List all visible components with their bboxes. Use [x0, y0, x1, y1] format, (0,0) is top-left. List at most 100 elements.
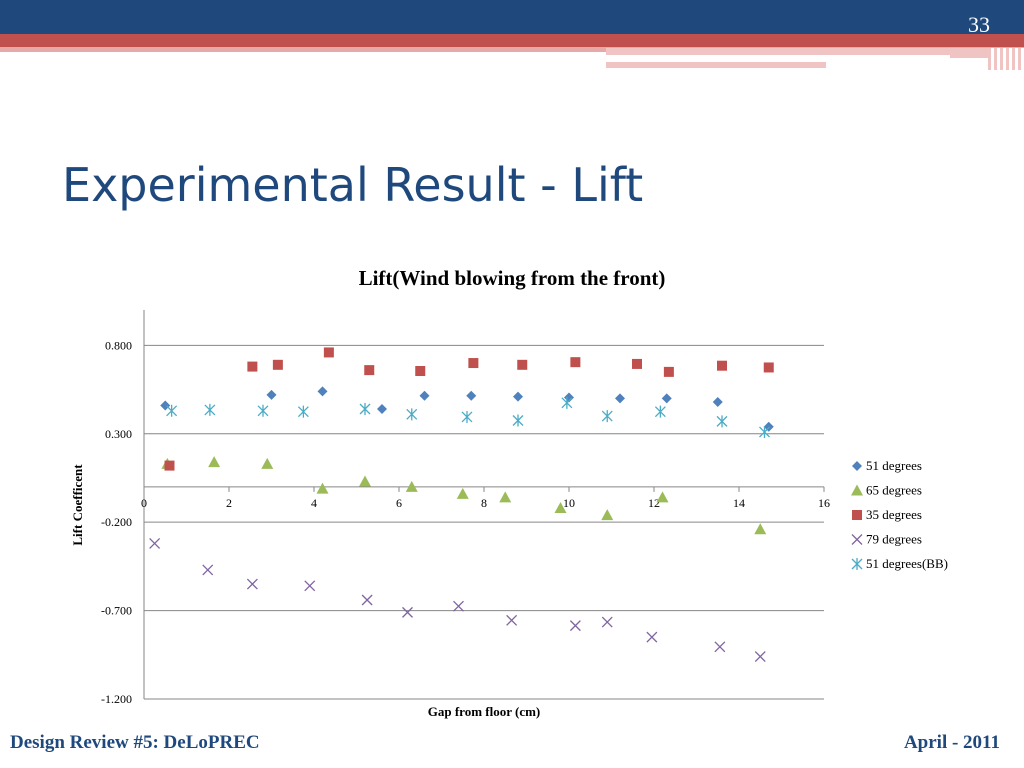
data-point [712, 396, 723, 407]
chart-title: Lift(Wind blowing from the front) [359, 266, 666, 290]
x-tick-label: 6 [396, 496, 402, 510]
data-point [654, 405, 666, 418]
y-tick-label: -0.700 [101, 604, 132, 618]
top-accent-vertical-stripes [988, 48, 1024, 70]
data-point [661, 393, 672, 404]
data-point [359, 475, 371, 487]
legend-label: 35 degrees [866, 507, 922, 522]
data-point [415, 366, 426, 377]
legend-label: 51 degrees [866, 458, 922, 473]
data-point [204, 403, 216, 416]
legend-label: 51 degrees(BB) [866, 556, 948, 571]
data-point [316, 482, 329, 494]
top-accent-stripe [0, 47, 1024, 52]
data-point [468, 358, 479, 369]
x-tick-label: 12 [648, 496, 660, 510]
data-point [261, 457, 274, 469]
legend-label: 65 degrees [866, 483, 922, 498]
data-point [763, 362, 774, 373]
data-point [754, 523, 767, 535]
chart-axes: 0.800 0.300 -0.200 -0.700 -1.200 0 2 4 6 8 10 12 14 1… [101, 310, 830, 706]
data-point [632, 358, 642, 369]
data-point [405, 480, 418, 492]
x-axis-label: Gap from floor (cm) [428, 704, 541, 719]
data-point [461, 410, 473, 423]
top-banner [0, 0, 1024, 34]
data-point [160, 400, 171, 411]
data-point [561, 396, 573, 409]
data-point [359, 403, 371, 416]
data-point [456, 487, 469, 499]
legend-marker [852, 461, 862, 471]
data-point [569, 620, 581, 632]
data-point [297, 405, 309, 418]
footer-date: April - 2011 [903, 732, 1000, 753]
data-point [208, 456, 221, 468]
data-point [247, 361, 258, 372]
data-point [406, 408, 418, 421]
data-point [512, 414, 524, 427]
data-point [601, 509, 614, 521]
data-point [166, 404, 178, 417]
data-point [499, 491, 512, 503]
data-point [257, 404, 269, 417]
chart-points [149, 347, 774, 663]
data-point [266, 389, 277, 400]
data-point [364, 365, 375, 376]
data-point [304, 580, 316, 592]
data-point [517, 359, 528, 370]
legend-marker [851, 484, 863, 496]
x-tick-label: 0 [141, 496, 147, 510]
data-point [754, 651, 766, 663]
x-tick-label: 10 [563, 496, 575, 510]
data-point [615, 393, 625, 404]
data-point [466, 390, 477, 401]
data-point [714, 641, 726, 653]
data-point [759, 426, 770, 439]
legend-marker [851, 534, 863, 545]
data-point [323, 347, 334, 358]
y-tick-label: 0.300 [105, 427, 132, 441]
footer-presentation-title: Design Review #5: DeLoPREC [10, 732, 260, 753]
data-point [361, 594, 373, 606]
data-point [601, 616, 613, 628]
x-tick-label: 4 [311, 496, 317, 510]
data-point [419, 390, 430, 401]
x-tick-label: 16 [818, 496, 830, 510]
data-point [763, 421, 774, 432]
x-tick-label: 14 [733, 496, 745, 510]
slide-title: Experimental Result - Lift [62, 158, 644, 212]
y-axis-label: Lift Coefficent [70, 464, 85, 546]
data-point [513, 391, 523, 402]
data-point [716, 415, 728, 428]
data-point [663, 366, 674, 377]
y-tick-label: 0.800 [105, 338, 132, 352]
y-tick-label: -1.200 [101, 692, 132, 706]
data-point [402, 606, 413, 618]
data-point [554, 502, 567, 514]
legend-label: 79 degrees [866, 532, 922, 547]
y-tick-label: -0.200 [101, 515, 132, 529]
top-accent-stripe-short [606, 62, 826, 68]
data-point [317, 386, 328, 397]
chart-gridlines [144, 344, 824, 700]
data-point [453, 600, 464, 612]
data-point [601, 410, 613, 423]
data-point [506, 614, 518, 626]
slide-number: 33 [968, 12, 990, 37]
data-point [202, 564, 214, 576]
x-tick-label: 2 [226, 496, 232, 510]
legend-marker [852, 510, 862, 520]
x-tick-label: 8 [481, 496, 487, 510]
legend-marker [851, 558, 863, 570]
data-point [272, 359, 283, 370]
chart-legend: 51 degrees 65 degrees 35 degrees 79 degrees… [851, 458, 948, 571]
data-point [149, 537, 161, 549]
top-accent-line [606, 55, 950, 58]
data-point [377, 404, 387, 415]
top-accent-bar [0, 34, 1024, 48]
data-point [570, 357, 581, 368]
data-point [246, 578, 258, 590]
data-point [717, 360, 727, 371]
